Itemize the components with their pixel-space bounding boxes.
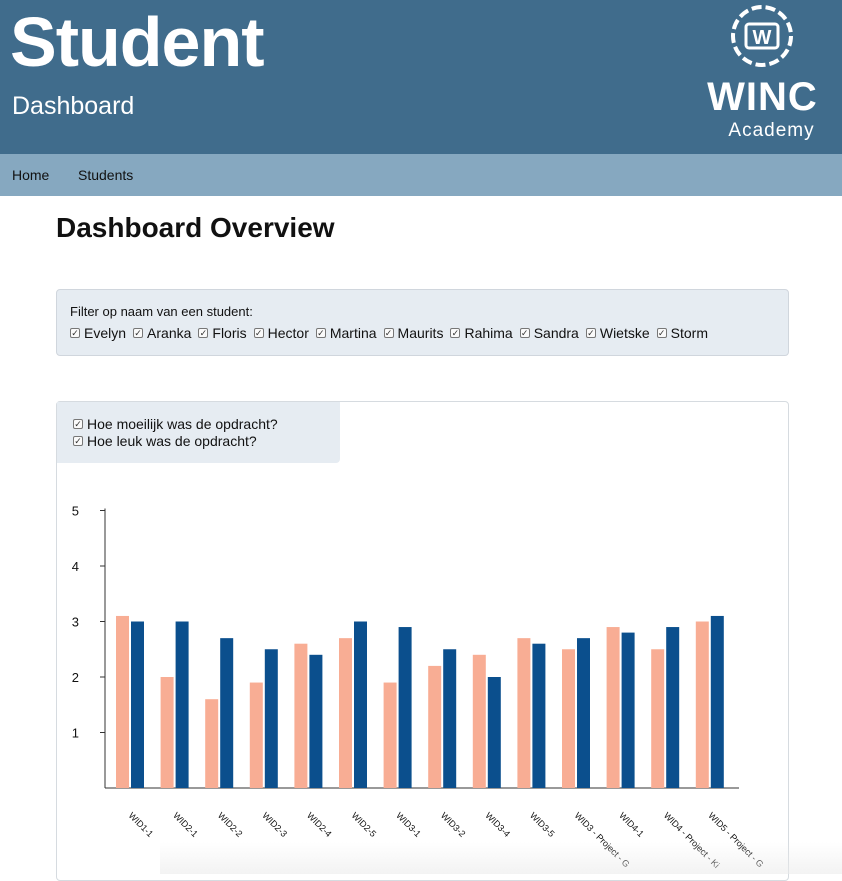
bar-fun: [175, 621, 189, 788]
x-tick-label: WID1-1: [127, 810, 156, 839]
student-filter-floris[interactable]: ✓ Floris: [198, 325, 247, 341]
checkbox-checked-icon[interactable]: ✓: [73, 436, 83, 446]
checkbox-checked-icon[interactable]: ✓: [70, 328, 80, 338]
app-title: Student: [10, 3, 265, 81]
student-filter-hector[interactable]: ✓ Hector: [253, 325, 309, 341]
bar-fun: [398, 627, 412, 788]
student-filter-storm[interactable]: ✓ Storm: [656, 325, 708, 341]
x-tick-label: WID3-5: [528, 810, 557, 839]
checkbox-checked-icon[interactable]: ✓: [133, 328, 144, 338]
winc-academy-logo[interactable]: W WINC Academy: [690, 4, 835, 146]
student-name: Storm: [670, 325, 708, 341]
x-tick-label: WID3-4: [483, 810, 512, 839]
student-checkbox-list: ✓ Evelyn ✓ Aranka ✓ Floris ✓ Hector ✓ Martina…: [70, 325, 715, 341]
x-tick-label: WID3-1: [394, 810, 423, 839]
bar-difficulty: [517, 638, 531, 788]
bar-difficulty: [160, 677, 174, 788]
x-tick-label: WID2-4: [305, 810, 334, 839]
bar-difficulty: [339, 638, 352, 788]
checkbox-checked-icon[interactable]: ✓: [198, 328, 209, 338]
bar-difficulty: [205, 699, 219, 788]
student-name: Floris: [212, 325, 247, 341]
checkbox-checked-icon[interactable]: ✓: [656, 328, 667, 338]
checkbox-checked-icon[interactable]: ✓: [73, 419, 83, 429]
y-tick-label: 5: [72, 504, 79, 519]
checkbox-checked-icon[interactable]: ✓: [383, 328, 394, 338]
bar-fun: [309, 654, 323, 788]
logo-subtext: Academy: [728, 120, 815, 141]
bottom-fade: [160, 842, 842, 874]
bar-fun: [131, 621, 144, 788]
logo-emblem-icon: W: [731, 5, 793, 67]
student-filter-wietske[interactable]: ✓ Wietske: [585, 325, 650, 341]
bar-fun: [220, 638, 234, 788]
x-tick-label: WID4-1: [617, 810, 646, 839]
legend-label-difficulty: Hoe moeilijk was de opdracht?: [87, 416, 278, 432]
student-filter-evelyn[interactable]: ✓ Evelyn: [70, 325, 126, 341]
nav-students-link[interactable]: Students: [78, 167, 134, 183]
y-tick-label: 1: [72, 726, 79, 741]
student-name: Maurits: [397, 325, 444, 341]
nav-home-link[interactable]: Home: [12, 167, 50, 183]
bar-difficulty: [428, 665, 442, 788]
bar-difficulty: [116, 615, 129, 788]
x-tick-label: WID2-1: [171, 810, 200, 839]
bar-fun: [487, 677, 501, 788]
bar-difficulty: [383, 682, 397, 788]
checkbox-checked-icon[interactable]: ✓: [315, 328, 326, 338]
x-tick-label: WID2-2: [216, 810, 245, 839]
y-tick-label: 3: [72, 615, 79, 630]
x-tick-label: WID2-3: [260, 810, 289, 839]
bar-difficulty: [472, 654, 486, 788]
bar-difficulty: [562, 649, 575, 788]
bar-difficulty: [606, 627, 620, 788]
page-title: Dashboard Overview: [56, 212, 335, 243]
student-name: Rahima: [464, 325, 513, 341]
student-filter-maurits[interactable]: ✓ Maurits: [383, 325, 444, 341]
y-tick-label: 2: [72, 670, 79, 685]
student-filter-aranka[interactable]: ✓ Aranka: [133, 325, 191, 341]
bar-fun: [532, 643, 546, 788]
y-tick-label: 4: [72, 559, 79, 574]
bar-difficulty: [294, 643, 308, 788]
checkbox-checked-icon[interactable]: ✓: [519, 328, 530, 338]
bar-fun: [264, 649, 278, 788]
toggle-difficulty[interactable]: ✓ Hoe moeilijk was de opdracht?: [73, 416, 278, 432]
student-filter-panel: Filter op naam van een student: ✓ Evelyn …: [56, 289, 789, 356]
chart-card: ✓ Hoe moeilijk was de opdracht? ✓ Hoe leuk…: [56, 401, 789, 881]
checkbox-checked-icon[interactable]: ✓: [253, 328, 264, 338]
student-name: Aranka: [147, 325, 192, 341]
bar-chart: 1 2 3 4 5 WID1-1 WID2-1 WID2-2 WID2-3 WID2-4 WID2-…: [72, 504, 766, 871]
student-filter-sandra[interactable]: ✓ Sandra: [519, 325, 579, 341]
bar-fun: [577, 638, 590, 788]
bar-fun: [710, 615, 724, 788]
header: Student Dashboard W WINC Academy: [0, 0, 842, 154]
bar-fun: [354, 621, 367, 788]
bar-difficulty: [695, 621, 709, 788]
student-name: Wietske: [599, 325, 650, 341]
bar-fun: [621, 632, 635, 788]
student-filter-martina[interactable]: ✓ Martina: [315, 325, 377, 341]
toggle-fun[interactable]: ✓ Hoe leuk was de opdracht?: [73, 433, 257, 449]
student-name: Evelyn: [84, 325, 127, 341]
bar-fun: [443, 649, 457, 788]
student-name: Sandra: [533, 325, 579, 341]
student-filter-rahima[interactable]: ✓ Rahima: [450, 325, 513, 341]
logo-text: WINC: [707, 75, 818, 119]
bar-difficulty: [651, 649, 665, 788]
series-toggle-panel: ✓ Hoe moeilijk was de opdracht? ✓ Hoe leuk…: [57, 402, 340, 463]
bar-fun: [666, 627, 680, 788]
navbar: Home Students: [0, 154, 842, 196]
x-tick-label: WID2-5: [350, 810, 379, 839]
student-name: Martina: [329, 325, 377, 341]
logo-mark: W: [753, 27, 772, 49]
bar-difficulty: [249, 682, 263, 788]
checkbox-checked-icon[interactable]: ✓: [585, 328, 596, 338]
student-name: Hector: [267, 325, 309, 341]
filter-label: Filter op naam van een student:: [70, 304, 253, 319]
checkbox-checked-icon[interactable]: ✓: [450, 328, 461, 338]
x-tick-label: WID3-2: [439, 810, 468, 839]
legend-label-fun: Hoe leuk was de opdracht?: [87, 433, 257, 449]
app-subtitle: Dashboard: [12, 92, 135, 120]
